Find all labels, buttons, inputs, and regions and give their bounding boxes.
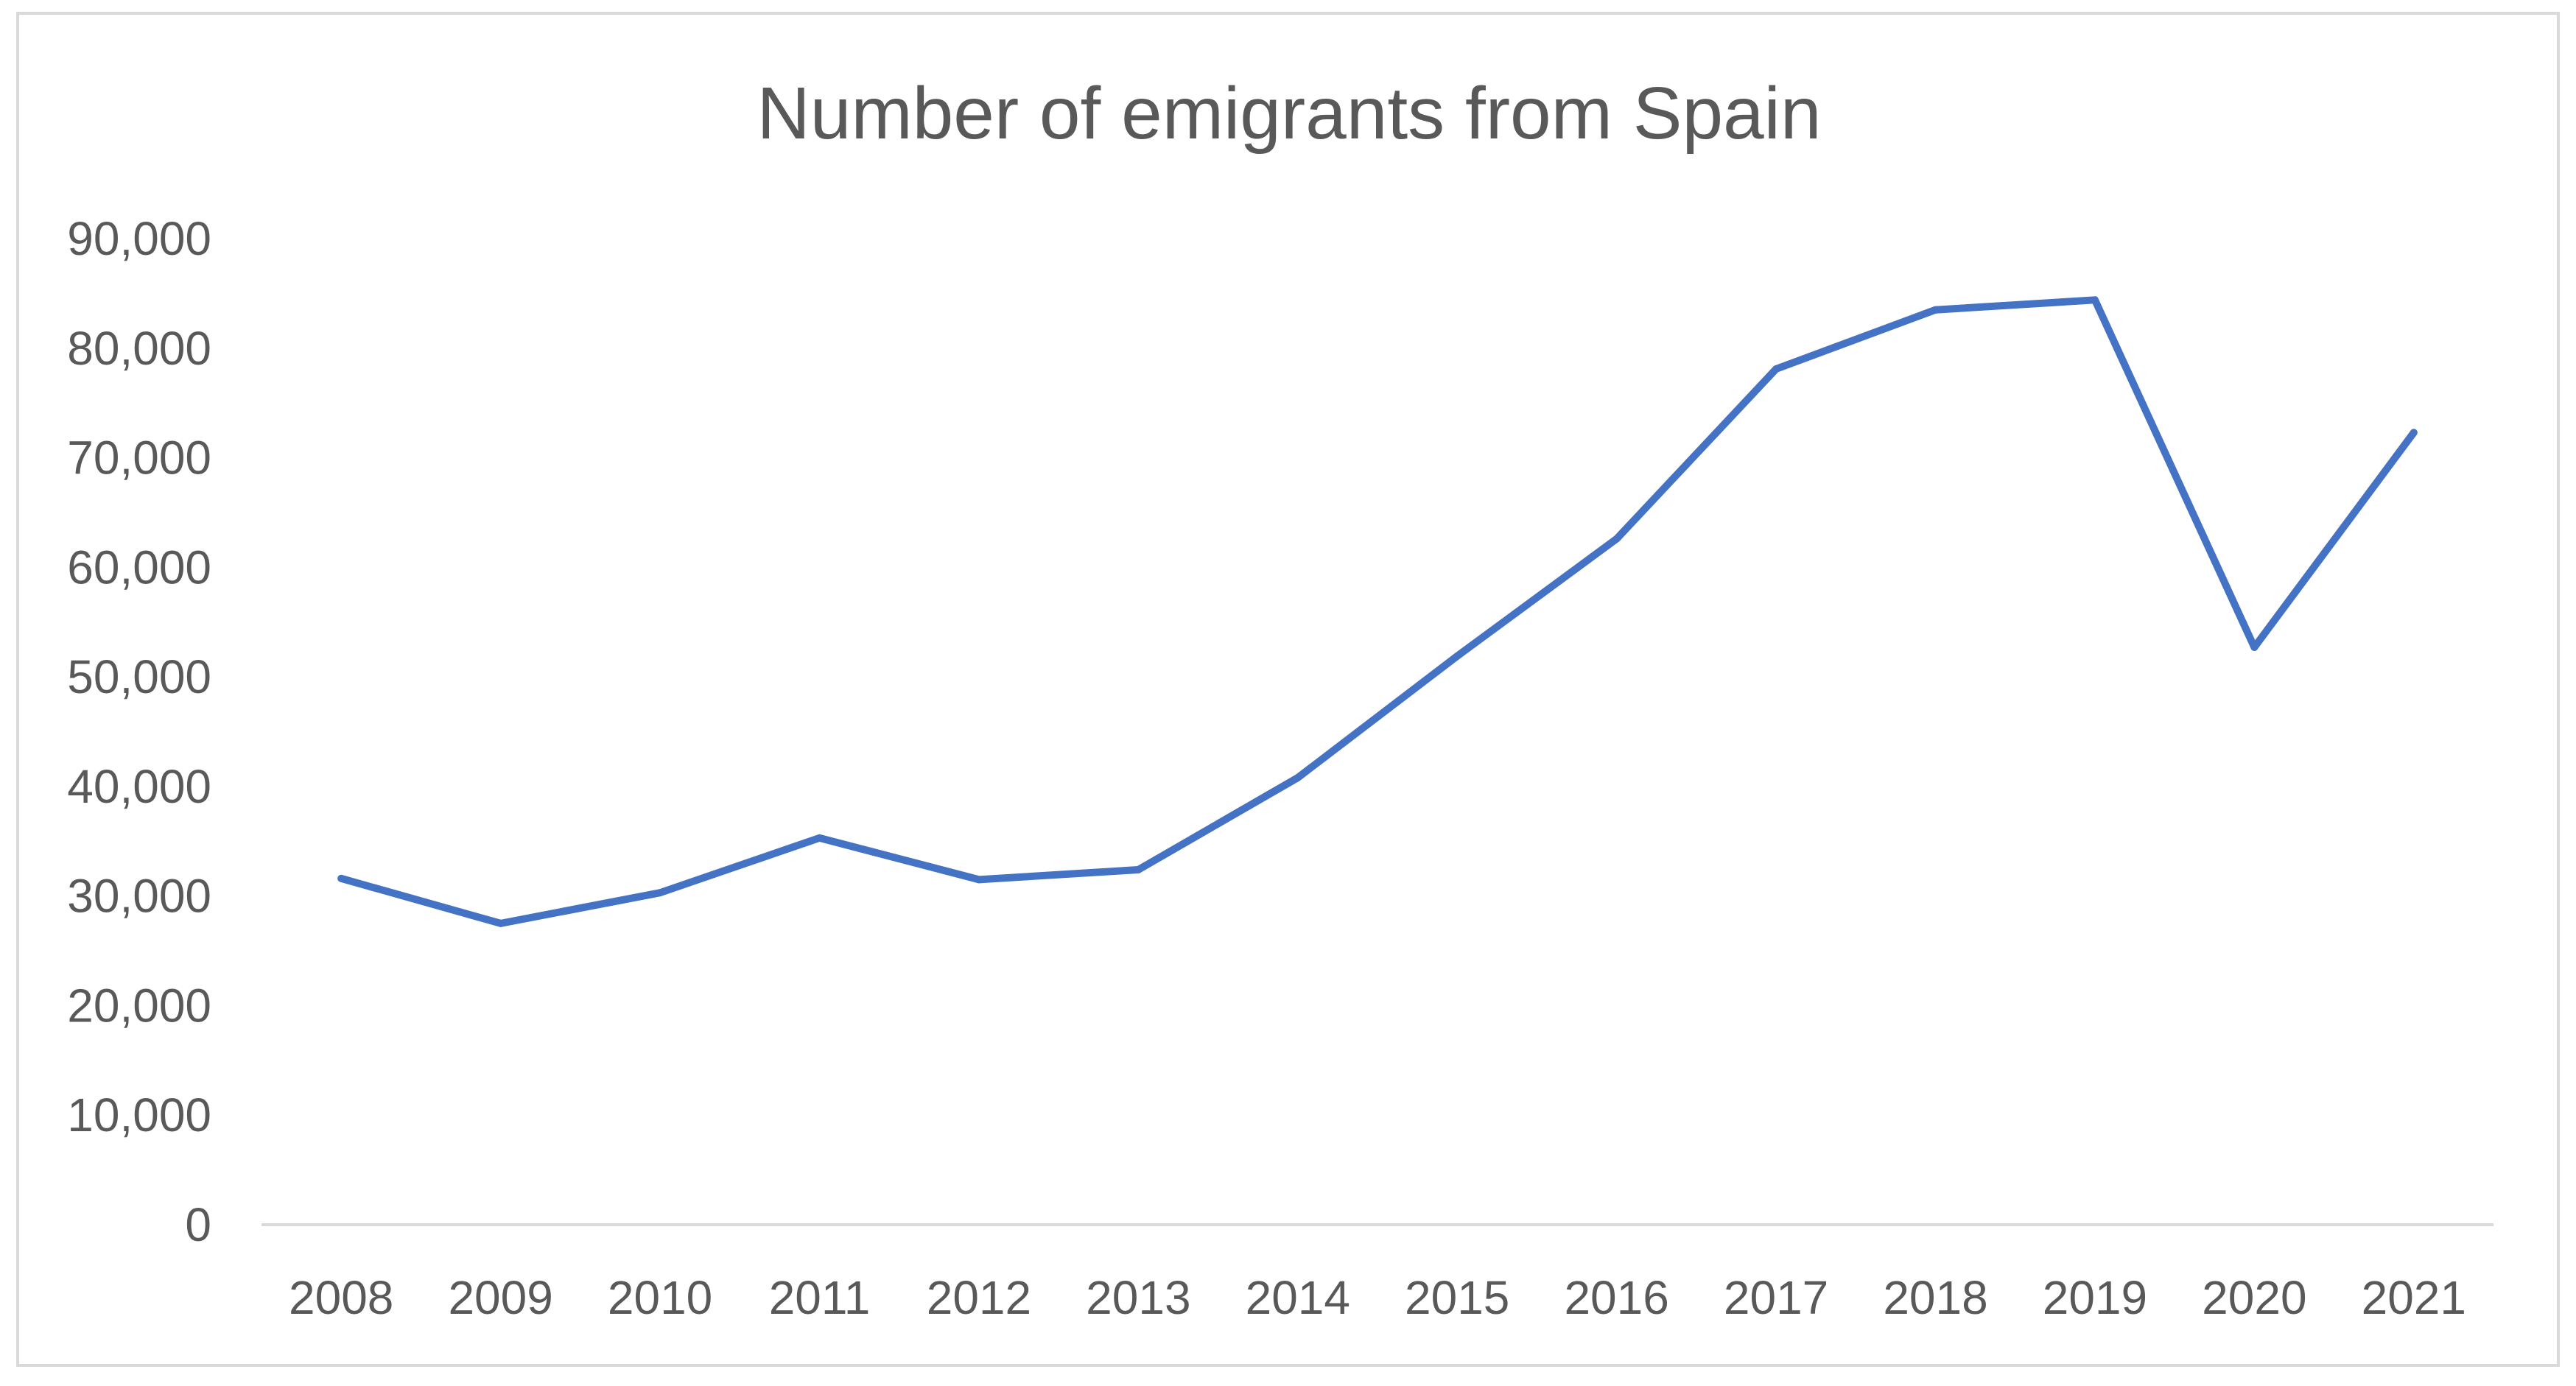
data-point-2020 — [2250, 643, 2259, 651]
data-point-2014 — [1294, 773, 1302, 781]
y-tick-label: 40,000 — [67, 760, 211, 813]
series-line-emigrants — [337, 296, 2418, 927]
x-tick-label: 2016 — [1564, 1271, 1668, 1324]
x-tick-label: 2021 — [2362, 1271, 2466, 1324]
data-point-2015 — [1453, 652, 1461, 660]
y-tick-label: 10,000 — [67, 1088, 211, 1141]
chart-title: Number of emigrants from Spain — [757, 72, 1821, 155]
x-tick-label: 2020 — [2202, 1271, 2306, 1324]
y-tick-label: 60,000 — [67, 541, 211, 594]
x-tick-label: 2010 — [608, 1271, 712, 1324]
data-point-2012 — [975, 876, 983, 884]
x-tick-label: 2009 — [448, 1271, 552, 1324]
y-tick-label: 30,000 — [67, 870, 211, 923]
x-tick-label: 2018 — [1883, 1271, 1987, 1324]
data-point-2019 — [2091, 296, 2099, 304]
y-tick-label: 80,000 — [67, 322, 211, 375]
x-tick-label: 2008 — [289, 1271, 393, 1324]
data-point-2018 — [1931, 306, 1940, 314]
data-points — [337, 296, 2418, 927]
y-axis-ticks: 0 10,000 20,000 30,000 40,000 50,000 60,000 70,… — [67, 212, 211, 1251]
data-point-2011 — [815, 834, 824, 842]
x-tick-label: 2014 — [1246, 1271, 1350, 1324]
y-tick-label: 70,000 — [67, 432, 211, 485]
y-tick-label: 20,000 — [67, 979, 211, 1032]
y-tick-label: 0 — [185, 1198, 211, 1251]
x-tick-label: 2012 — [927, 1271, 1031, 1324]
data-point-2013 — [1134, 865, 1143, 873]
x-tick-label: 2015 — [1405, 1271, 1509, 1324]
data-point-2010 — [656, 889, 664, 897]
data-point-2008 — [337, 874, 345, 882]
y-tick-label: 90,000 — [67, 212, 211, 265]
x-tick-label: 2013 — [1086, 1271, 1190, 1324]
x-tick-label: 2019 — [2043, 1271, 2147, 1324]
data-point-2017 — [1772, 365, 1780, 373]
data-point-2021 — [2410, 429, 2418, 437]
chart-frame — [16, 12, 2560, 1367]
data-point-2009 — [496, 919, 505, 927]
x-tick-label: 2011 — [769, 1271, 871, 1324]
x-axis-ticks: 2008 2009 2010 2011 2012 2013 2014 2015 2016 2017… — [289, 1271, 2466, 1324]
y-tick-label: 50,000 — [67, 650, 211, 703]
data-point-2016 — [1612, 535, 1621, 543]
x-tick-label: 2017 — [1724, 1271, 1828, 1324]
